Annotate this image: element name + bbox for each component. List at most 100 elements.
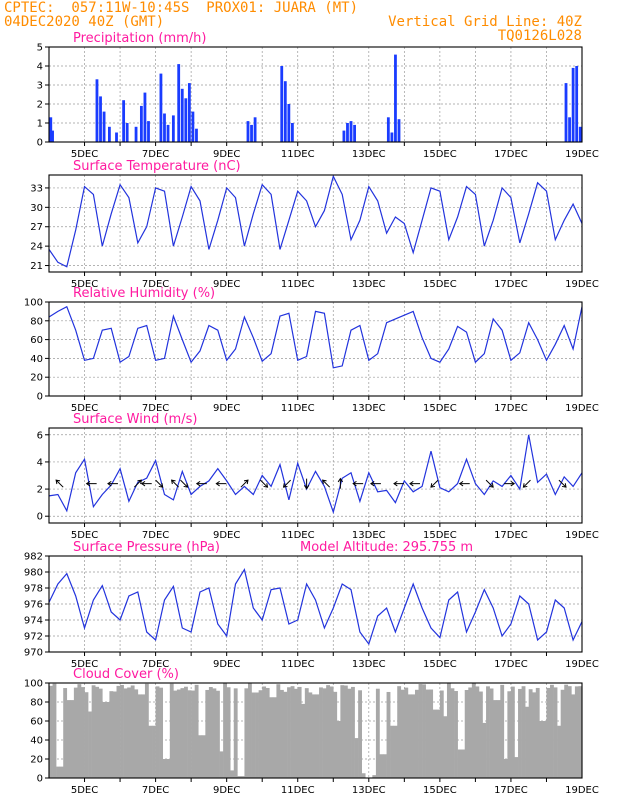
cloud-bar <box>425 689 430 778</box>
cloud-bar <box>297 686 302 778</box>
precip-bar <box>386 117 390 142</box>
y-tick-label: 980 <box>24 568 43 579</box>
cloud-bar <box>486 686 490 778</box>
panel-frame <box>48 301 583 397</box>
panel-frame <box>48 174 583 273</box>
wind-arrowhead <box>458 480 464 487</box>
y-tick-label: 0 <box>37 774 43 785</box>
x-tick-label: 9DEC <box>213 530 240 541</box>
y-tick-label: 20 <box>30 373 43 384</box>
cloud-bar <box>223 683 227 778</box>
x-tick-label: 15DEC <box>423 530 457 541</box>
panel-title: Surface Wind (m/s) <box>73 412 197 427</box>
y-tick-label: 0 <box>37 512 43 523</box>
wind-vector <box>55 479 64 488</box>
x-tick-label: 17DEC <box>494 403 528 414</box>
cloud-bar <box>166 759 171 778</box>
x-tick-label: 5DEC <box>71 530 98 541</box>
series-line <box>48 568 583 646</box>
cloud-bar <box>187 690 192 778</box>
cloud-bar <box>255 692 259 778</box>
x-tick-label: 13DEC <box>352 530 386 541</box>
x-tick-label: 11DEC <box>281 403 315 414</box>
cloud-bar <box>102 702 107 778</box>
cloud-bar <box>557 725 561 778</box>
cloud-bar <box>70 700 75 778</box>
cloud-bar <box>201 735 206 778</box>
cloud-bar <box>208 686 213 778</box>
y-tick-label: 40 <box>30 736 43 747</box>
x-tick-label: 9DEC <box>213 149 240 160</box>
cloud-bar <box>294 688 299 778</box>
precip-bar <box>163 113 166 142</box>
cloud-bar <box>159 687 164 778</box>
cloud-bar <box>528 689 533 778</box>
cloud-bar <box>244 688 249 778</box>
cloud-bar <box>219 751 224 778</box>
y-tick-label: 978 <box>24 584 43 595</box>
cloud-bar <box>265 687 270 778</box>
cloud-bar <box>326 685 331 778</box>
cloud-bar <box>471 683 476 778</box>
wind-arrowhead <box>337 477 344 483</box>
cloud-bar <box>432 709 437 778</box>
wind-arrowhead <box>195 480 201 487</box>
cloud-bar <box>262 686 267 778</box>
panel-title: Surface Pressure (hPa) <box>73 540 220 555</box>
precip-bar <box>346 123 349 142</box>
y-tick-label: 100 <box>24 298 43 309</box>
x-tick-label: 13DEC <box>352 659 386 670</box>
x-tick-label: 7DEC <box>142 149 169 160</box>
cloud-bar <box>461 749 466 778</box>
precip-bar <box>394 54 397 142</box>
cloud-bar <box>112 691 117 778</box>
x-tick-label: 5DEC <box>71 279 98 290</box>
cloud-bar <box>230 770 235 778</box>
x-tick-label: 9DEC <box>213 279 240 290</box>
series-line <box>48 305 583 369</box>
wind-arrowhead <box>158 483 164 488</box>
precip-bar <box>115 132 118 142</box>
cloud-bar <box>205 689 210 778</box>
cloud-bar <box>173 690 178 778</box>
wind-arrowhead <box>55 479 61 485</box>
cloud-bar <box>258 690 263 778</box>
precip-bar <box>125 123 129 142</box>
cloud-bar <box>304 688 309 778</box>
cloud-bar <box>176 689 181 778</box>
cloud-bar <box>63 688 68 778</box>
precip-bar <box>134 126 138 142</box>
wind-vector <box>260 479 268 488</box>
cloud-bar <box>521 686 526 778</box>
y-tick-label: 976 <box>24 600 43 611</box>
cloud-bar <box>361 773 366 778</box>
x-tick-label: 5DEC <box>71 149 98 160</box>
wind-arrowhead <box>107 480 112 487</box>
precip-bar <box>99 96 102 142</box>
cloud-bar <box>276 684 281 778</box>
precip-bar <box>102 111 106 142</box>
precip-bar <box>49 117 53 142</box>
y-tick-label: 21 <box>30 261 43 272</box>
wind-arrowhead <box>137 479 142 485</box>
cloud-bar <box>418 684 423 778</box>
cloud-bar <box>358 690 362 778</box>
cloud-bar <box>308 692 313 778</box>
cloud-bar <box>66 700 71 778</box>
cloud-bar <box>152 725 156 778</box>
x-tick-label: 9DEC <box>213 785 240 796</box>
cloud-bar <box>347 688 352 778</box>
x-tick-label: 9DEC <box>213 403 240 414</box>
cloud-bar <box>84 692 89 778</box>
precip-bar <box>139 105 143 142</box>
wind-vector <box>133 479 142 488</box>
cloud-bar <box>393 725 398 778</box>
cloud-bar <box>375 688 380 778</box>
cloud-bar <box>560 689 565 778</box>
wind-arrowhead <box>85 480 91 487</box>
cloud-bar <box>493 700 498 778</box>
x-tick-label: 7DEC <box>142 785 169 796</box>
y-tick-label: 27 <box>30 222 43 233</box>
x-tick-label: 17DEC <box>494 785 528 796</box>
wind-vector <box>155 479 164 488</box>
